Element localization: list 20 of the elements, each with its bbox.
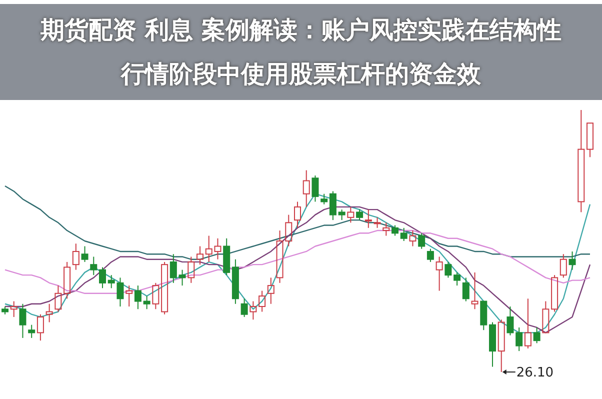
candlestick: [506, 306, 514, 336]
candlestick: [232, 258, 239, 304]
candlestick: [46, 303, 53, 323]
candlestick: [126, 285, 133, 307]
candlestick: [170, 254, 177, 284]
candlestick: [578, 110, 585, 213]
candlestick: [302, 170, 310, 208]
candlestick: [294, 201, 301, 228]
chart-title: 期货配资 利息 案例解读：账户风控实践在结构性行情阶段中使用股票杠杆的资金效: [40, 15, 562, 90]
candlestick: [382, 222, 390, 236]
candlestick: [188, 256, 195, 284]
candlestick: [568, 250, 576, 270]
annotation: 26.10: [516, 366, 554, 380]
candlestick: [462, 277, 470, 302]
candlestick: [418, 232, 426, 250]
candlestick: [489, 322, 496, 368]
candlestick: [267, 277, 274, 304]
candlestick: [72, 243, 80, 270]
candlestick: [134, 285, 142, 310]
candlestick: [436, 256, 443, 292]
